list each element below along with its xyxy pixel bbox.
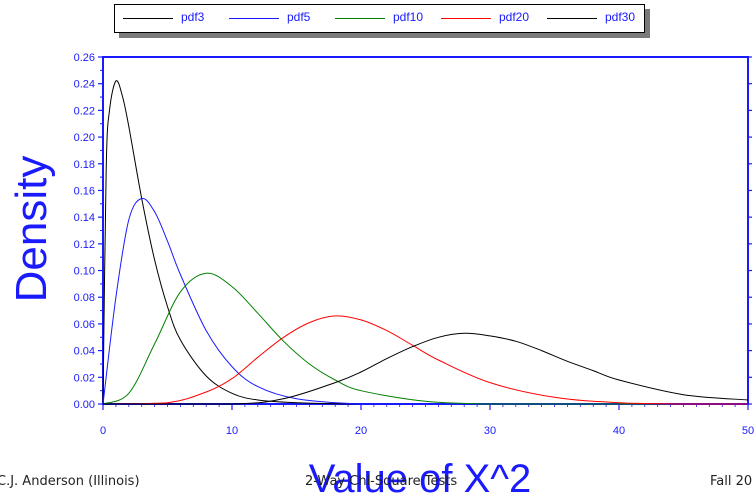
y-tick-label: 0.10 [74,266,95,278]
legend-label-pdf20: pdf20 [499,10,530,24]
y-tick-label: 0.26 [74,52,95,64]
y-tick-label: 0.12 [74,239,95,251]
series-line-pdf5 [102,197,748,405]
series-line-pdf10 [102,272,748,405]
y-tick-label: 0.08 [74,292,95,304]
footer-author: C.J. Anderson (Illinois) [0,474,140,489]
footer-date: Fall 20 [710,474,753,489]
y-tick-label: 0.04 [74,346,95,358]
y-tick-label: 0.16 [74,185,95,197]
y-axis-label: Density [7,155,56,303]
x-tick-label: 50 [742,425,754,437]
legend-swatch-pdf5 [229,18,279,19]
legend-swatch-pdf10 [335,18,385,19]
x-tick-label: 20 [355,425,367,437]
x-tick-label: 30 [484,425,496,437]
y-tick-label: 0.14 [74,212,95,224]
y-tick-label: 0.02 [74,372,95,384]
x-axis-label: Value of X^2 [308,457,532,501]
legend-swatch-pdf30 [547,18,597,19]
legend-label-pdf3: pdf3 [181,10,205,24]
x-tick-label: 40 [613,425,625,437]
series-line-pdf30 [102,332,749,405]
y-tick-label: 0.24 [74,79,95,91]
legend-swatch-pdf3 [123,18,173,19]
legend-label-pdf30: pdf30 [605,10,636,24]
y-tick-label: 0.18 [74,159,95,171]
plot-frame [102,56,749,405]
legend-label-pdf5: pdf5 [287,10,311,24]
chart-legend: pdf3 pdf5 pdf10 pdf20 pdf30 [114,4,645,33]
y-tick-label: 0.00 [74,399,95,411]
x-tick-label: 0 [100,425,106,437]
legend-label-pdf10: pdf10 [393,10,424,24]
legend-swatch-pdf20 [441,18,491,19]
x-tick-label: 10 [226,425,238,437]
footer-title: 2-Way Chi-Square Tests [305,474,458,489]
y-tick-label: 0.06 [74,319,95,331]
series-line-pdf3 [102,80,748,405]
y-tick-label: 0.20 [74,132,95,144]
series-line-pdf20 [102,315,748,405]
y-tick-label: 0.22 [74,105,95,117]
